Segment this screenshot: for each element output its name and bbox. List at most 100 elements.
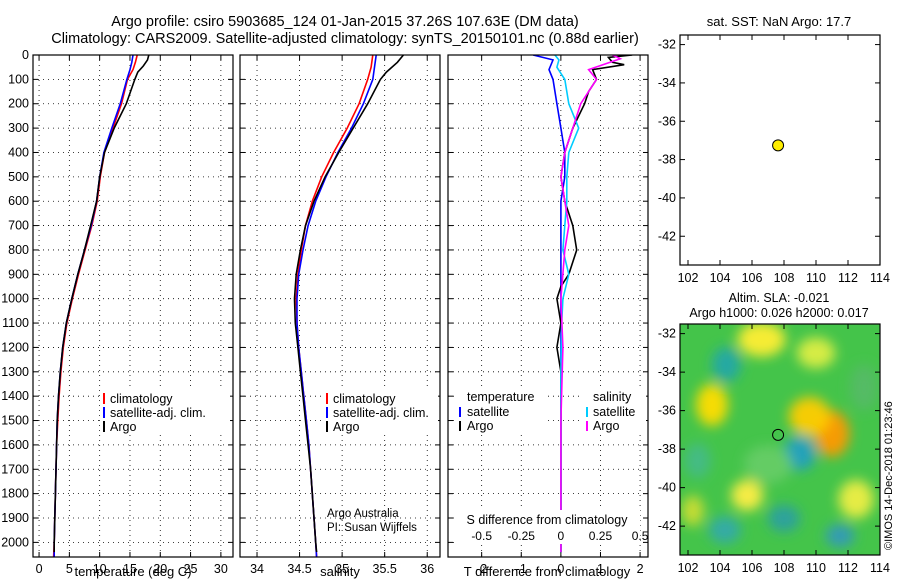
depth-tick-label: 800 xyxy=(8,243,29,257)
altimetry-map-anomaly-blob xyxy=(825,524,855,548)
salinity-profile-xtick-label: 36 xyxy=(420,562,434,576)
location-map-xtick-label: 106 xyxy=(742,271,763,285)
altimetry-map-ytick-label: -34 xyxy=(658,365,676,379)
salinity-profile-series-argo xyxy=(293,55,405,553)
depth-tick-label: 300 xyxy=(8,121,29,135)
altimetry-map-anomaly-blob xyxy=(838,479,874,519)
depth-tick-label: 1300 xyxy=(1,365,29,379)
temperature-xlabel: temperature (deg C) xyxy=(74,564,191,579)
altimetry-map-xtick-label: 112 xyxy=(838,561,858,575)
salinity-profile-panel: 34 34.5 35 35.5 36 salinity climatologysatelli… xyxy=(239,54,441,579)
altimetry-map-anomaly-blob xyxy=(788,397,831,436)
temperature-profile-xtick-label: 15 xyxy=(123,562,137,576)
depth-tick-label: 1400 xyxy=(1,389,29,403)
location-map-ytick-label: -34 xyxy=(658,76,676,90)
salinity-annotation-line2: PI: Susan Wijffels xyxy=(327,522,417,534)
difference-legend-temp-label: satellite xyxy=(467,405,509,419)
location-map-title: sat. SST: NaN Argo: 17.7 xyxy=(707,14,852,29)
depth-tick-label: 700 xyxy=(8,219,29,233)
altimetry-map-anomaly-blob xyxy=(731,479,764,511)
difference-xlabel: T difference from climatology xyxy=(464,564,631,579)
altimetry-map-field xyxy=(681,324,879,548)
altimetry-map-anomaly-blob xyxy=(708,516,741,544)
altimetry-map-anomaly-blob xyxy=(696,383,728,427)
watermark: ©IMOS 14-Dec-2018 01:23:46 xyxy=(883,401,895,550)
salinity-annotation-line1: Argo Australia xyxy=(327,508,399,520)
altimetry-map-title-line1: Altim. SLA: -0.021 xyxy=(729,291,830,305)
salinity-profile-legend-label: satellite-adj. clim. xyxy=(333,406,429,420)
temperature-profile-xtick-label: 20 xyxy=(153,562,167,576)
altimetry-map-ytick-label: -42 xyxy=(658,519,676,533)
temperature-profile-legend-label: climatology xyxy=(110,392,173,406)
salinity-profile-xtick-label: 34 xyxy=(250,562,264,576)
difference-series-t-satellite xyxy=(532,55,566,553)
temperature-profile-xtick-label: 5 xyxy=(66,562,73,576)
depth-tick-label: 1500 xyxy=(1,414,29,428)
altimetry-map-title-line2: Argo h1000: 0.026 h2000: 0.017 xyxy=(689,306,868,320)
difference-xtick-label: -1 xyxy=(516,562,527,576)
location-map-ytick-label: -38 xyxy=(658,153,676,167)
depth-tick-label: 200 xyxy=(8,97,29,111)
location-map-xtick-label: 108 xyxy=(774,271,795,285)
altimetry-map-ytick-label: -36 xyxy=(658,404,676,418)
altimetry-map-anomaly-blob xyxy=(684,443,711,478)
depth-tick-label: 500 xyxy=(8,170,29,184)
salinity-profile-xtick-label: 35 xyxy=(335,562,349,576)
difference-legend-temp-label: Argo xyxy=(467,419,493,433)
depth-tick-label: 100 xyxy=(8,72,29,86)
temperature-profile-xtick-label: 30 xyxy=(214,562,228,576)
depth-tick-label: 900 xyxy=(8,267,29,281)
salinity-profile-frame xyxy=(239,54,441,558)
altimetry-map-anomaly-blob xyxy=(796,337,836,369)
depth-tick-label: 1900 xyxy=(1,511,29,525)
salinity-xlabel: salinity xyxy=(320,564,360,579)
difference-xtick-label: 0 xyxy=(557,562,564,576)
difference-profile-panel: -2 -1 0 1 2 S difference from climatology -0.5… xyxy=(447,54,649,579)
difference-s-tick-label: 0.25 xyxy=(589,529,613,543)
salinity-profile-xtick-label: 35.5 xyxy=(373,562,397,576)
location-map-xtick-label: 102 xyxy=(678,271,699,285)
altimetry-map-anomaly-blob xyxy=(712,347,741,382)
difference-series-t-argo xyxy=(556,55,633,553)
altimetry-map-frame xyxy=(679,323,881,556)
difference-legend-sal-box xyxy=(580,390,646,434)
altimetry-map-xtick-label: 102 xyxy=(678,561,699,575)
location-map-panel: sat. SST: NaN Argo: 17.7 102 104 106 108 110 1… xyxy=(658,14,890,285)
temperature-profile-series-satellite-adj-clim- xyxy=(53,55,134,557)
temperature-profile-series-climatology xyxy=(52,55,138,557)
depth-tick-label: 1800 xyxy=(1,487,29,501)
salinity-profile-legend-box xyxy=(323,390,438,432)
difference-legend-sal-title: salinity xyxy=(593,390,632,404)
altimetry-map-anomaly-blob xyxy=(737,324,786,357)
depth-tick-label: 1200 xyxy=(1,340,29,354)
altimetry-map-anomaly-blob xyxy=(681,495,704,527)
temperature-profile-legend-label: satellite-adj. clim. xyxy=(110,406,206,420)
difference-legend-sal-label: satellite xyxy=(593,405,635,419)
location-map-xtick-label: 104 xyxy=(710,271,731,285)
temperature-profile-xtick-label: 10 xyxy=(93,562,107,576)
difference-legend-temp-title: temperature xyxy=(467,390,534,404)
difference-legend-sal-label: Argo xyxy=(593,419,619,433)
temperature-profile-legend-box xyxy=(100,390,230,432)
altimetry-map-anomaly-blob xyxy=(849,364,879,411)
difference-xtick-label: -2 xyxy=(476,562,487,576)
depth-tick-label: 1700 xyxy=(1,462,29,476)
altimetry-map-anomaly-blob xyxy=(768,504,800,532)
altimetry-map-float-marker xyxy=(772,428,785,441)
location-map-ytick-label: -32 xyxy=(658,38,676,52)
depth-tick-label: 1000 xyxy=(1,292,29,306)
altimetry-map-xtick-label: 104 xyxy=(710,561,731,575)
temperature-profile-series-argo xyxy=(53,55,150,553)
location-map-xtick-label: 112 xyxy=(838,271,858,285)
altimetry-map-xtick-label: 108 xyxy=(774,561,795,575)
difference-legend-temp-box xyxy=(455,390,545,434)
depth-tick-label: 600 xyxy=(8,194,29,208)
salinity-profile-xtick-label: 34.5 xyxy=(287,562,311,576)
altimetry-map-anomaly-blob xyxy=(744,445,792,484)
difference-series-s-satellite xyxy=(554,55,580,553)
altimetry-map-ytick-label: -32 xyxy=(658,327,676,341)
temperature-profile-xtick-label: 0 xyxy=(36,562,43,576)
location-map-ytick-label: -36 xyxy=(658,114,676,128)
altimetry-map-ytick-label: -38 xyxy=(658,442,676,456)
